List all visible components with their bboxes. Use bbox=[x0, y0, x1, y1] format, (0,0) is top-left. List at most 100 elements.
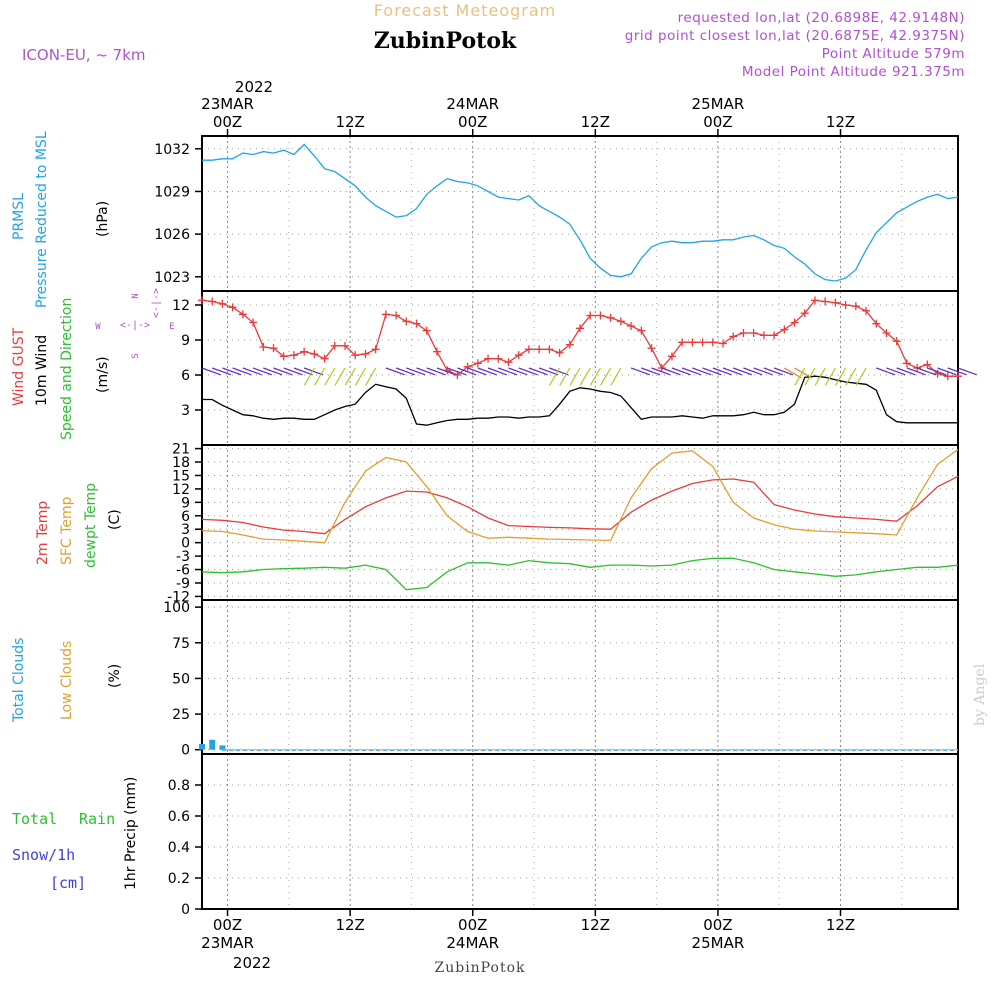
y-tick-label: 100 bbox=[163, 600, 190, 616]
gust-marker bbox=[688, 338, 697, 347]
wind-unit: (m/s) bbox=[95, 356, 111, 393]
wind-direction-arrow bbox=[334, 367, 346, 386]
gust-marker bbox=[943, 372, 952, 381]
wind-direction-arrow bbox=[835, 367, 847, 386]
top-time-label: 12Z bbox=[335, 113, 364, 131]
wind-direction-arrow bbox=[416, 367, 436, 376]
wind-direction-arrow bbox=[733, 367, 753, 376]
pressure-unit: (hPa) bbox=[95, 201, 111, 237]
wind-direction-arrow bbox=[589, 367, 601, 386]
gust-marker bbox=[627, 322, 636, 330]
panel-frame bbox=[201, 753, 959, 910]
wind-direction-arrow bbox=[916, 367, 937, 376]
gust-marker bbox=[637, 326, 646, 335]
wind-direction-arrow bbox=[773, 367, 794, 376]
wind-direction-arrow bbox=[957, 367, 978, 376]
y-tick-label: -9 bbox=[176, 576, 190, 592]
gust-marker bbox=[810, 296, 819, 305]
wind-direction-arrow bbox=[559, 367, 571, 386]
snow-unit: [cm] bbox=[50, 874, 86, 892]
wind-direction-arrow bbox=[661, 367, 681, 376]
gust-marker bbox=[851, 302, 860, 311]
gust-marker bbox=[412, 319, 421, 328]
top-date-label: 23MAR bbox=[201, 95, 254, 113]
point-altitude: Point Altitude 579m bbox=[822, 46, 965, 62]
gust-marker bbox=[249, 318, 258, 327]
wind-direction-arrow bbox=[855, 367, 867, 386]
gust-marker bbox=[392, 311, 401, 320]
wind-direction-arrow bbox=[446, 367, 467, 376]
compass-w: W bbox=[95, 322, 101, 332]
snow-label: Snow/1h bbox=[12, 846, 75, 864]
temp-sfc-label: SFC Temp bbox=[59, 496, 75, 565]
wind-direction-arrow bbox=[487, 367, 508, 376]
gust-marker bbox=[780, 325, 789, 334]
wind-direction-arrow bbox=[569, 367, 581, 386]
wind-direction-arrow bbox=[610, 367, 622, 386]
gust-marker bbox=[494, 354, 503, 363]
wind-direction-arrow bbox=[508, 367, 528, 376]
pressure-labels: PRMSL Pressure Reduced to MSL (hPa) bbox=[11, 131, 111, 308]
wind-direction-arrow bbox=[753, 367, 773, 376]
gust-marker bbox=[616, 317, 625, 326]
wind-direction-arrow bbox=[344, 367, 356, 386]
y-tick-label: 1026 bbox=[154, 227, 190, 243]
gust-marker bbox=[739, 329, 748, 337]
pressure-label-2: Pressure Reduced to MSL bbox=[34, 131, 50, 308]
bar-total-clouds bbox=[219, 745, 226, 750]
bottom-time-label: 12Z bbox=[581, 916, 610, 934]
wind-direction-arrow bbox=[876, 367, 896, 376]
wind-direction-arrow bbox=[651, 367, 671, 376]
wind-direction-arrow bbox=[692, 367, 712, 376]
y-tick-label: 75 bbox=[172, 636, 190, 652]
low-clouds-label: Low Clouds bbox=[59, 641, 75, 720]
gust-marker bbox=[586, 311, 595, 320]
gust-marker bbox=[954, 372, 962, 381]
wind-direction-arrow bbox=[743, 367, 763, 376]
gust-marker bbox=[463, 362, 472, 371]
gust-marker bbox=[892, 337, 901, 346]
wind-direction-arrow bbox=[232, 367, 252, 376]
temp-dewpt-label: dewpt Temp bbox=[83, 483, 99, 568]
top-time-label: 00Z bbox=[703, 113, 732, 131]
wind-direction-arrow bbox=[896, 367, 916, 376]
wind-direction-arrow bbox=[385, 367, 405, 376]
gust-marker bbox=[381, 310, 390, 319]
gust-marker bbox=[402, 317, 411, 326]
gust-marker bbox=[770, 331, 779, 340]
gust-marker bbox=[821, 297, 830, 306]
gust-marker bbox=[678, 338, 687, 347]
gust-marker bbox=[708, 338, 717, 347]
top-time-label: 12Z bbox=[826, 113, 855, 131]
wind-direction-arrow bbox=[702, 367, 722, 376]
top-date-label: 24MAR bbox=[446, 95, 499, 113]
gust-marker bbox=[504, 358, 513, 367]
gust-marker bbox=[269, 344, 278, 353]
gust-marker bbox=[535, 345, 544, 354]
y-tick-label: 0 bbox=[181, 902, 190, 918]
footer-location: ZubinPotok bbox=[434, 960, 525, 976]
panel-frame bbox=[201, 135, 959, 292]
top-date-label: 25MAR bbox=[692, 95, 745, 113]
wind-direction-arrow bbox=[283, 367, 303, 376]
wind-direction-arrow bbox=[549, 367, 561, 386]
wind-direction-arrow bbox=[518, 367, 538, 376]
wind-10m-label: 10m Wind bbox=[34, 335, 50, 406]
y-tick-label: 3 bbox=[181, 403, 190, 419]
gust-marker bbox=[923, 360, 932, 369]
y-tick-label: -12 bbox=[167, 589, 190, 605]
gust-marker bbox=[259, 343, 268, 351]
compass-e: E bbox=[169, 322, 174, 332]
bar-total-clouds bbox=[209, 739, 216, 750]
y-tick-label: 12 bbox=[172, 298, 190, 314]
y-tick-label: 1032 bbox=[154, 142, 190, 158]
wind-direction-arrow bbox=[303, 367, 315, 386]
wind-direction-arrow bbox=[303, 367, 324, 376]
gust-marker bbox=[289, 351, 298, 360]
model-altitude: Model Point Altitude 921.375m bbox=[742, 64, 965, 80]
rain-label: Rain bbox=[79, 810, 115, 828]
y-tick-label: 0 bbox=[181, 743, 190, 759]
